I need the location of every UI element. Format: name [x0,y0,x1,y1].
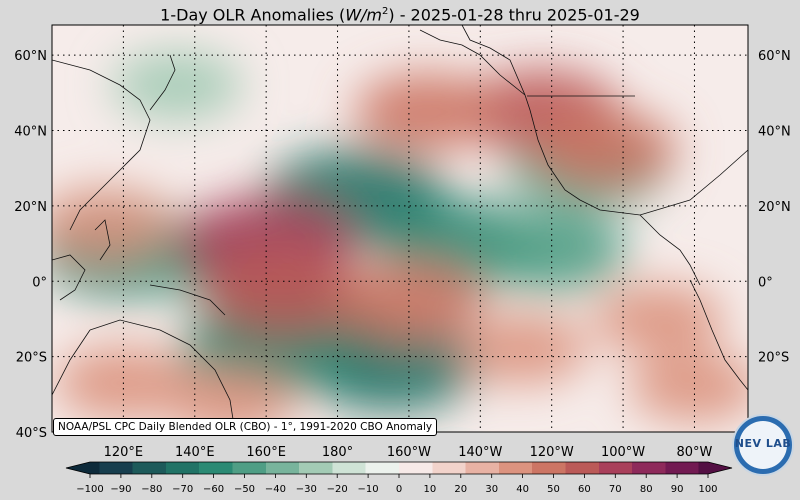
colorbar-tick-label: 30 [485,484,498,495]
lab-logo: NEV LAB [732,414,794,476]
lat-label-left: 40°N [14,125,47,140]
colorbar-tick-label: −100 [76,484,103,495]
colorbar-tick-label: 50 [547,484,560,495]
lon-label: 80°W [677,445,713,460]
lat-label-right: 60°N [758,49,791,64]
colorbar-tick-label: 40 [516,484,529,495]
colorbar-tick-label: −80 [141,484,162,495]
lon-label: 160°E [246,445,286,460]
anomaly-region [165,367,296,432]
colorbar-tick-label: 70 [609,484,622,495]
colorbar-tick-label: −10 [358,484,379,495]
colorbar-bar [65,461,733,475]
lat-label-right: 20°N [758,200,791,215]
lat-label-left: 60°N [14,49,47,64]
lon-label: 160°W [387,445,431,460]
anomaly-field [52,50,748,432]
lon-label: 180° [322,445,353,460]
colorbar-tick-label: −20 [327,484,348,495]
coastline-australia [52,319,236,432]
colorbar-tick-label: −60 [203,484,224,495]
lat-label-left: 40°S [16,426,47,441]
coastline-alaska [419,29,526,96]
lon-label: 100°W [601,445,645,460]
colorbar-tick-label: −70 [172,484,193,495]
coastline-north-america [461,25,748,216]
colorbar-tick-label: 0 [396,484,402,495]
colorbar-tick-label: −30 [296,484,317,495]
anomaly-region [593,284,725,354]
coastline-philippines [94,219,111,261]
logo-globe-icon [739,421,787,469]
colorbar-tick-label: −50 [234,484,255,495]
colorbar-tick-label: −40 [265,484,286,495]
anomaly-region [629,351,748,422]
lat-labels-left: 60°N 40°N 20°N 0° 20°S 40°S [14,49,47,441]
colorbar-tick-label: 100 [698,484,717,495]
lat-label-right: 20°S [758,351,789,366]
anomaly-region [354,73,499,151]
coastline-borneo-sumatra [52,254,86,301]
lon-label: 120°W [530,445,574,460]
colorbar: −100 −90 −80 −70 −60 −50 −40 −30 −20 −10 0 10 20 30 40… [65,461,733,495]
lon-label: 140°W [458,445,502,460]
anomaly-region [457,314,589,384]
anomaly-region [111,50,243,121]
colorbar-tick-label: 60 [578,484,591,495]
colorbar-tick-label: 20 [454,484,467,495]
colorbar-tick-label: −90 [110,484,131,495]
coastlines [52,25,748,432]
anomaly-region [533,110,678,188]
lon-label: 120°E [104,445,144,460]
colorbar-tick-label: 90 [671,484,684,495]
lon-label: 140°E [175,445,215,460]
lon-labels: 120°E 140°E 160°E 180° 160°W 140°W 120°W 100°W 8… [104,445,713,460]
lat-labels-right: 60°N40°N20°N0°20°S40°S [758,49,791,441]
graticule [52,25,748,432]
coastline-asia [52,59,151,231]
colorbar-ticks: −100 −90 −80 −70 −60 −50 −40 −30 −20 −10 0 10 20 30 40… [76,474,718,495]
anomaly-region [52,188,175,262]
coastline-central-america [639,214,701,286]
map-title: 1-Day OLR Anomalies (W/m2) - 2025-01-28 … [160,5,640,25]
logo-text: NEV LAB [734,437,792,450]
lat-label-left: 20°N [14,200,47,215]
lat-label-left: 0° [32,275,47,290]
anomaly-region [201,248,367,337]
lat-label-right: 0° [758,275,773,290]
lat-label-left: 20°S [16,351,47,366]
colorbar-tick-label: 80 [640,484,653,495]
lat-label-right: 40°N [758,125,791,140]
coastline-south-america [689,279,748,391]
map-plot-area [52,25,748,432]
coastline-japan [149,54,176,111]
data-credit: NOAA/PSL CPC Daily Blended OLR (CBO) - 1… [53,418,438,436]
colorbar-tick-label: 10 [424,484,437,495]
